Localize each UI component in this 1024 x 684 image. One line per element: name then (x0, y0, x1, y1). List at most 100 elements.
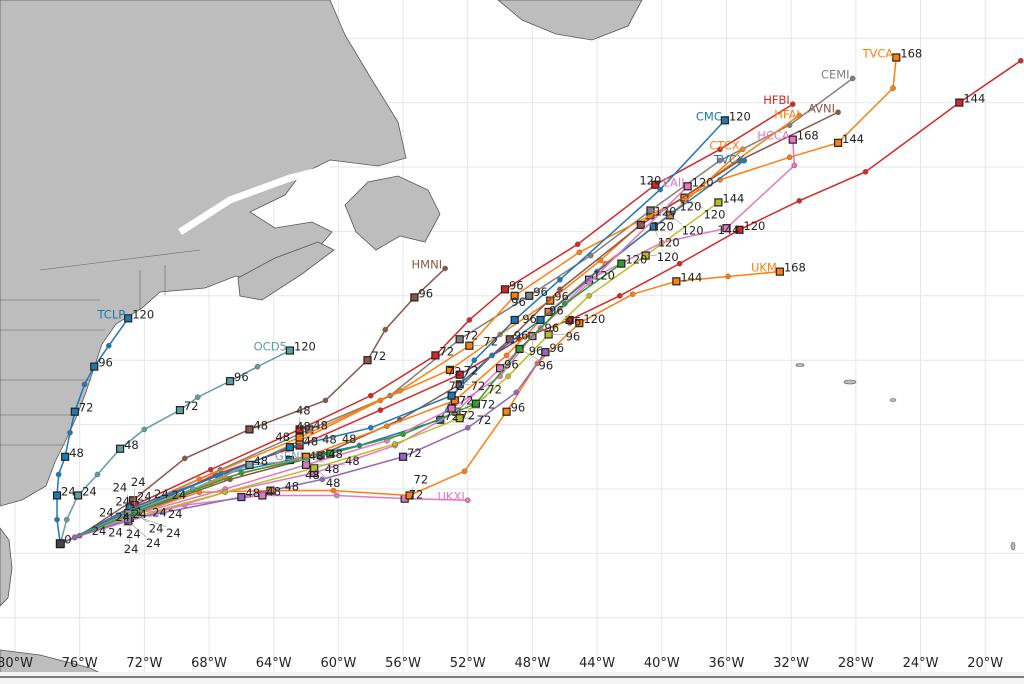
forecast-hour-label: 48 (304, 435, 319, 449)
forecast-hour-marker (525, 291, 534, 300)
forecast-hour-marker (714, 198, 723, 207)
forecast-hour-marker (225, 377, 235, 386)
label-leader-line (305, 456, 325, 464)
model-name-label: CEMI (821, 67, 850, 81)
forecast-hour-label: 120 (639, 174, 661, 188)
label-leaders (106, 197, 704, 544)
forecast-hour-marker (955, 98, 964, 107)
model-name-label: TVCX (713, 152, 745, 166)
track-point (464, 424, 471, 431)
forecast-hour-label: 48 (309, 449, 324, 463)
forecast-hour-label: 120 (682, 223, 704, 237)
forecast-hour-label: 48 (69, 446, 84, 460)
model-name-label: HMNI (412, 257, 443, 271)
forecast-hour-marker (455, 370, 464, 379)
forecast-hour-label: 24 (146, 536, 161, 550)
forecast-hour-marker (546, 296, 555, 305)
forecast-hour-label: 120 (583, 312, 605, 326)
model-name-label: CMC (696, 109, 722, 123)
track-point (367, 392, 374, 399)
forecast-hour-label: 24 (168, 507, 183, 521)
forecast-hour-label: 24 (61, 484, 76, 498)
model-name-label: TVCA (861, 47, 893, 61)
origin-marker (55, 539, 65, 549)
x-tick-label: 52°W (450, 656, 486, 671)
forecast-hour-marker (722, 224, 731, 233)
track-point (194, 394, 201, 401)
label-leader-line (313, 467, 327, 478)
track-point (586, 280, 592, 286)
track-point (849, 75, 856, 82)
forecast-hour-label: 120 (658, 236, 680, 250)
track-point (333, 492, 340, 499)
bottom-bar (0, 672, 1024, 684)
track-point (789, 101, 796, 108)
forecast-hour-label: 24 (154, 487, 169, 501)
forecast-hour-marker (245, 460, 254, 469)
forecast-hour-label: 48 (266, 484, 281, 498)
forecast-hour-label: 144 (722, 191, 744, 205)
forecast-hour-label: 48 (342, 432, 357, 446)
forecast-hour-label: 24 (115, 494, 130, 508)
forecast-hour-label: 168 (900, 47, 922, 61)
x-tick-label: 64°W (256, 656, 292, 671)
forecast-hour-label: 96 (511, 295, 526, 309)
forecast-hour-marker (61, 452, 70, 461)
forecast-hour-label: 48 (296, 419, 311, 433)
forecast-hour-label: 96 (567, 315, 582, 329)
track-ocd5[interactable] (59, 346, 294, 544)
forecast-hour-label: 120 (729, 109, 751, 123)
track-point (466, 317, 473, 323)
forecast-hour-label: 96 (529, 344, 544, 358)
x-tick-label: 60°W (320, 656, 356, 671)
track-point (574, 241, 581, 248)
track-point (629, 291, 636, 298)
x-tick-label: 40°W (644, 656, 680, 671)
track-point (505, 373, 512, 380)
track-tclp[interactable] (52, 314, 133, 544)
forecast-hour-label: 24 (166, 526, 181, 540)
forecast-hour-marker (683, 182, 692, 191)
forecast-hour-marker (237, 492, 246, 502)
x-tick-label: 68°W (191, 656, 227, 671)
forecast-hour-label: 24 (82, 484, 97, 498)
x-tick-label: 48°W (514, 656, 550, 671)
forecast-hour-label: 24 (149, 521, 164, 535)
label-leader-line (126, 494, 131, 509)
forecast-hour-label: 120 (743, 219, 765, 233)
forecast-hour-label: 96 (554, 290, 569, 304)
forecast-hour-label: 48 (296, 404, 311, 418)
forecast-hour-label: 48 (305, 468, 320, 482)
forecast-hour-marker (175, 406, 185, 415)
forecast-hour-marker (398, 452, 408, 461)
track-hmni[interactable] (59, 265, 448, 545)
x-tick-label: 28°W (838, 656, 874, 671)
land (0, 0, 643, 684)
state-borders (0, 249, 201, 446)
forecast-hour-label: 96 (549, 341, 564, 355)
forecast-hour-label: 72 (79, 401, 94, 415)
track-point (55, 471, 62, 478)
model-name-label: OCD5 (254, 340, 287, 354)
model-name-label: CTCX (709, 138, 739, 152)
forecast-hour-label: 72 (481, 398, 496, 412)
forecast-hour-label: 48 (275, 430, 290, 444)
model-name-label: UKM (751, 261, 777, 275)
forecast-hour-label: 48 (313, 418, 328, 432)
forecast-hour-label: 96 (509, 278, 524, 292)
forecast-hour-label: 72 (184, 399, 199, 413)
track-point (319, 476, 326, 483)
forecast-hour-label: 168 (797, 129, 819, 143)
forecast-hour-label: 96 (514, 328, 529, 342)
forecast-hour-label: 24 (152, 505, 167, 519)
track-point (725, 273, 731, 280)
track-point (238, 470, 245, 476)
track-point (461, 468, 468, 475)
label-leader-line (519, 348, 539, 360)
forecast-hour-label: 48 (253, 418, 268, 432)
track-point (717, 146, 723, 153)
forecast-hour-label: 96 (511, 401, 526, 415)
florida (0, 527, 13, 607)
forecast-hour-label: 144 (842, 132, 864, 146)
